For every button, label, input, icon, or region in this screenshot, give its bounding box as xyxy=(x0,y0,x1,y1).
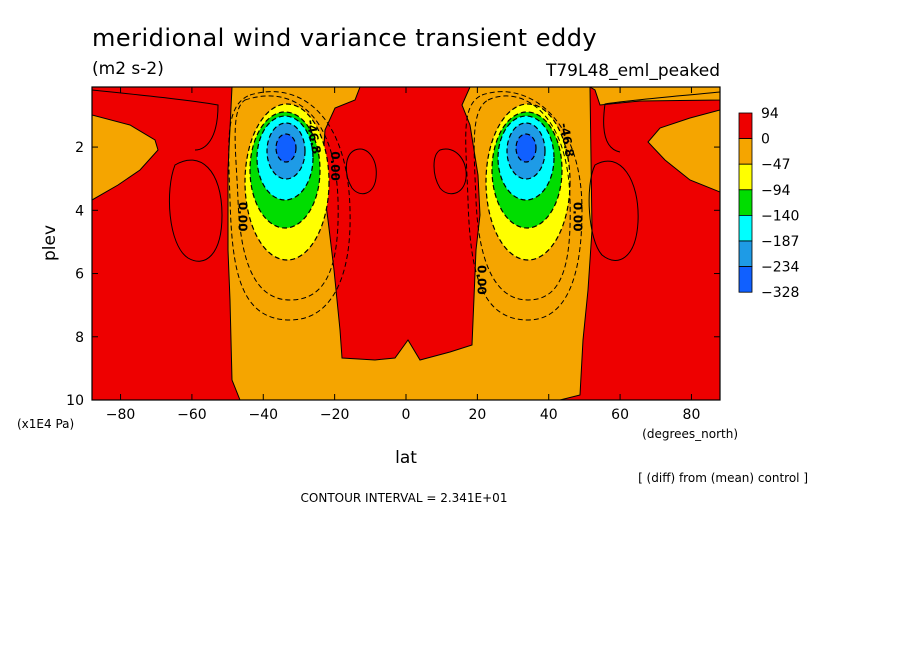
y-tick-label: 4 xyxy=(75,203,84,219)
x-tick-label: −40 xyxy=(248,407,278,423)
contour-interval: CONTOUR INTERVAL = 2.341E+01 xyxy=(301,491,508,505)
chart-title: meridional wind variance transient eddy xyxy=(92,24,597,52)
x-axis-units: (degrees_north) xyxy=(642,427,738,441)
colorbar-swatch xyxy=(738,214,753,242)
colorbar-label: −47 xyxy=(761,157,791,173)
contour-label: 0.00 xyxy=(571,202,585,232)
experiment-label: T79L48_eml_peaked xyxy=(545,61,720,81)
colorbar-swatch xyxy=(738,189,753,216)
colorbar-label: −94 xyxy=(761,183,791,199)
colorbar-swatch xyxy=(738,163,753,191)
contour-label: 0.00 xyxy=(474,265,488,295)
field-orange-top xyxy=(589,87,720,106)
x-tick-label: 80 xyxy=(683,407,701,423)
contour-label: -46.8 xyxy=(304,119,324,155)
y-tick-label: 8 xyxy=(75,330,84,346)
x-axis-label: lat xyxy=(395,448,417,468)
contour-labels: 0.00 0.00 0.00 0.00 -46.8 -46.8 xyxy=(235,119,584,295)
contour-lines-dashed xyxy=(228,91,583,321)
field-orange-right-edge xyxy=(647,109,720,193)
contour-label: -46.8 xyxy=(557,122,577,158)
diff-note: [ (diff) from (mean) control ] xyxy=(638,471,808,485)
colorbar-label: 94 xyxy=(761,106,779,122)
contour-label: 0.00 xyxy=(235,202,249,232)
y-axis-label: plev xyxy=(40,225,60,261)
contour-label: 0.00 xyxy=(328,151,342,181)
y-axis-units: (x1E4 Pa) xyxy=(17,417,74,431)
colorbar-label: −140 xyxy=(761,208,799,224)
field-core-right xyxy=(485,103,571,261)
x-tick-label: 40 xyxy=(540,407,558,423)
chart-units: (m2 s-2) xyxy=(92,59,164,79)
colorbar: 94 0 −47 −94 −140 −187 −234 −328 xyxy=(738,106,800,301)
y-tick-label: 2 xyxy=(75,140,84,156)
colorbar-label: −187 xyxy=(761,234,799,250)
colorbar-swatch xyxy=(738,266,753,293)
y-tick-label: 10 xyxy=(66,393,84,409)
x-tick-label: 20 xyxy=(468,407,486,423)
colorbar-swatch xyxy=(738,138,753,165)
x-axis-ticks: −80 −60 −40 −20 0 20 40 60 80 xyxy=(106,87,701,423)
x-tick-label: −20 xyxy=(320,407,350,423)
x-tick-label: 60 xyxy=(611,407,629,423)
field-orange-left-edge xyxy=(92,114,159,201)
plot-area xyxy=(91,86,721,401)
x-tick-label: −60 xyxy=(177,407,207,423)
contour-lines-solid xyxy=(92,89,720,262)
colorbar-swatch xyxy=(738,112,753,140)
y-tick-label: 6 xyxy=(75,267,84,283)
colorbar-label: 0 xyxy=(761,132,770,148)
field-core-left xyxy=(244,103,330,261)
y-axis-ticks: 2 4 6 8 10 xyxy=(66,140,720,409)
x-tick-label: 0 xyxy=(402,407,411,423)
x-tick-label: −80 xyxy=(106,407,136,423)
colorbar-label: −234 xyxy=(761,260,800,276)
colorbar-label: −328 xyxy=(761,285,799,301)
colorbar-swatch xyxy=(738,240,753,268)
